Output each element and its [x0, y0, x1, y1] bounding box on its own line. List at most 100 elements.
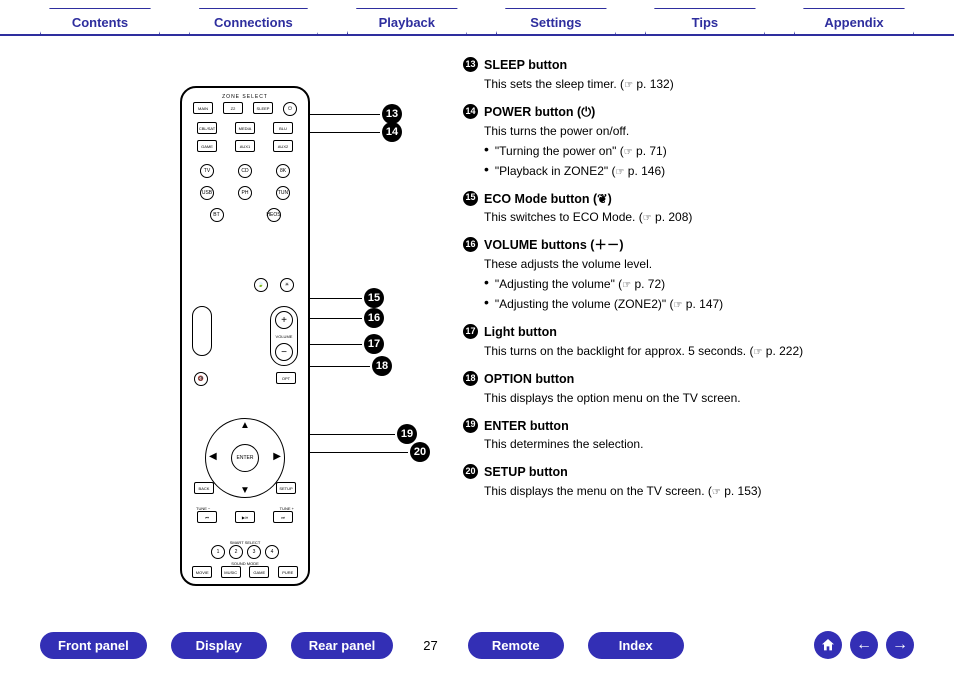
- nav-display[interactable]: Display: [171, 632, 267, 659]
- callout-16: 16: [310, 308, 384, 328]
- tab-settings[interactable]: Settings: [496, 8, 616, 34]
- prev-page-icon[interactable]: ←: [850, 631, 878, 659]
- remote-btn: PURE: [278, 566, 298, 578]
- top-nav: Contents Connections Playback Settings T…: [0, 0, 954, 36]
- bottom-nav: Front panel Display Rear panel 27 Remote…: [0, 631, 954, 659]
- remote-btn: 4: [265, 545, 279, 559]
- item-title: POWER button (⏻): [484, 103, 595, 122]
- item-description: This turns the power on/off.: [484, 122, 914, 140]
- item-13: 13SLEEP buttonThis sets the sleep timer.…: [460, 56, 914, 93]
- page-ref-icon: ☞: [624, 147, 633, 158]
- item-15: 15ECO Mode button (❦)This switches to EC…: [460, 190, 914, 227]
- remote-btn: 1: [211, 545, 225, 559]
- nav-front-panel[interactable]: Front panel: [40, 632, 147, 659]
- sub-bullet: "Adjusting the volume (ZONE2)" (☞ p. 147…: [484, 295, 914, 313]
- nav-icon-group: ← →: [814, 631, 914, 659]
- description-column: 13SLEEP buttonThis sets the sleep timer.…: [460, 56, 914, 510]
- remote-ch-box: [192, 306, 212, 356]
- item-number-badge: 18: [463, 371, 478, 386]
- sub-bullet: "Playback in ZONE2" (☞ p. 146): [484, 162, 914, 180]
- item-number-badge: 16: [463, 237, 478, 252]
- remote-eco-btn: 🍃: [254, 278, 268, 292]
- remote-volume-box: + VOLUME −: [270, 306, 298, 366]
- item-number-badge: 14: [463, 104, 478, 119]
- tab-tips[interactable]: Tips: [645, 8, 765, 34]
- item-title: ENTER button: [484, 417, 569, 436]
- item-14: 14 POWER button (⏻)This turns the power o…: [460, 103, 914, 180]
- item-18: 18 OPTION buttonThis displays the option …: [460, 370, 914, 407]
- item-description: This turns on the backlight for approx. …: [484, 342, 914, 360]
- callout-18: 18: [310, 356, 392, 376]
- zone-select-label: ZONE SELECT: [182, 94, 308, 100]
- item-description: This sets the sleep timer. (☞ p. 132): [484, 75, 914, 93]
- remote-setup-btn: SETUP: [276, 482, 296, 494]
- remote-power-btn: ⏻: [283, 102, 297, 116]
- remote-btn: MEDIA: [235, 122, 255, 134]
- remote-vol-down: −: [275, 343, 293, 361]
- item-description: This displays the option menu on the TV …: [484, 389, 914, 407]
- item-20: 20SETUP buttonThis displays the menu on …: [460, 463, 914, 500]
- page-ref-icon: ☞: [615, 167, 624, 178]
- remote-btn: HEOS: [267, 208, 281, 222]
- page-number: 27: [417, 638, 443, 653]
- remote-diagram-column: ZONE SELECT MAIN Z2 SLEEP ⏻ CBL/SAT MEDI…: [40, 56, 460, 510]
- remote-btn: AUX2: [273, 140, 293, 152]
- remote-btn: SLEEP: [253, 102, 273, 114]
- remote-btn: AUX1: [235, 140, 255, 152]
- remote-dpad: ENTER ▲ ▼ ◀ ▶: [205, 418, 285, 498]
- remote-mute-btn: 🔇: [194, 372, 208, 386]
- page-ref-icon: ☞: [674, 300, 683, 311]
- remote-btn: Z2: [223, 102, 243, 114]
- remote-btn: MUSIC: [221, 566, 241, 578]
- remote-btn: USB: [200, 186, 214, 200]
- nav-index[interactable]: Index: [588, 632, 684, 659]
- item-title: OPTION button: [484, 370, 574, 389]
- remote-outline: ZONE SELECT MAIN Z2 SLEEP ⏻ CBL/SAT MEDI…: [180, 86, 310, 586]
- item-title: VOLUME buttons (＋－): [484, 236, 624, 255]
- remote-btn: ⏭: [273, 511, 293, 523]
- content-area: ZONE SELECT MAIN Z2 SLEEP ⏻ CBL/SAT MEDI…: [0, 36, 954, 510]
- remote-btn: ▶/⏸: [235, 511, 255, 523]
- remote-light-btn: ☀: [280, 278, 294, 292]
- item-17: 17Light buttonThis turns on the backligh…: [460, 323, 914, 360]
- remote-btn: ⏮: [197, 511, 217, 523]
- page-ref-icon: ☞: [712, 487, 721, 498]
- page-ref-icon: ☞: [643, 213, 652, 224]
- nav-remote[interactable]: Remote: [468, 632, 564, 659]
- remote-btn: 3: [247, 545, 261, 559]
- home-icon[interactable]: [814, 631, 842, 659]
- remote-option-btn: OPT: [276, 372, 296, 384]
- remote-btn: CBL/SAT: [197, 122, 217, 134]
- tab-appendix[interactable]: Appendix: [794, 8, 914, 34]
- callout-17: 17: [310, 334, 384, 354]
- item-number-badge: 15: [463, 191, 478, 206]
- remote-btn: BLU: [273, 122, 293, 134]
- item-19: 19 ENTER buttonThis determines the select…: [460, 417, 914, 454]
- item-description: This determines the selection.: [484, 435, 914, 453]
- callout-13: 13: [310, 104, 402, 124]
- remote-btn: 2: [229, 545, 243, 559]
- sub-bullet: "Turning the power on" (☞ p. 71): [484, 142, 914, 160]
- item-number-badge: 19: [463, 418, 478, 433]
- callout-14: 14: [310, 122, 402, 142]
- remote-btn: MOVIE: [192, 566, 212, 578]
- tab-playback[interactable]: Playback: [347, 8, 467, 34]
- tab-connections[interactable]: Connections: [189, 8, 318, 34]
- remote-vol-label: VOLUME: [276, 334, 293, 339]
- nav-rear-panel[interactable]: Rear panel: [291, 632, 393, 659]
- remote-btn: GAME: [249, 566, 269, 578]
- item-16: 16VOLUME buttons (＋－)These adjusts the v…: [460, 236, 914, 313]
- next-page-icon[interactable]: →: [886, 631, 914, 659]
- page-ref-icon: ☞: [624, 80, 633, 91]
- callout-15: 15: [310, 288, 384, 308]
- remote-btn: TUN: [276, 186, 290, 200]
- remote-vol-up: +: [275, 311, 293, 329]
- remote-btn: CD: [238, 164, 252, 178]
- page-ref-icon: ☞: [622, 280, 631, 291]
- item-description: This displays the menu on the TV screen.…: [484, 482, 914, 500]
- remote-btn: BT: [210, 208, 224, 222]
- item-title: SETUP button: [484, 463, 568, 482]
- item-title: SLEEP button: [484, 56, 567, 75]
- remote-btn: TV: [200, 164, 214, 178]
- tab-contents[interactable]: Contents: [40, 8, 160, 34]
